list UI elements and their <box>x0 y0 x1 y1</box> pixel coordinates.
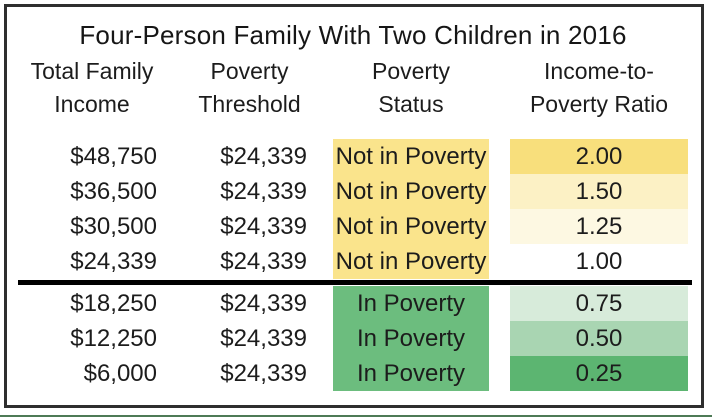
income-cell: $12,250 <box>70 324 157 352</box>
page-title: Four-Person Family With Two Children in … <box>79 20 627 50</box>
threshold-cell: $24,339 <box>220 177 307 205</box>
income-cell: $24,339 <box>70 247 157 275</box>
ratio-cell: 0.75 <box>510 286 688 321</box>
column-gap <box>489 139 510 174</box>
table-row: $18,250 $24,339 In Poverty 0.75 <box>18 286 688 321</box>
threshold-cell: $24,339 <box>220 142 307 170</box>
ratio-cell: 1.00 <box>510 244 688 279</box>
column-gap <box>489 174 510 209</box>
threshold-cell: $24,339 <box>220 324 307 352</box>
table-row: $12,250 $24,339 In Poverty 0.50 <box>18 321 688 356</box>
column-header-threshold: Poverty Threshold <box>198 58 301 117</box>
table-body: $48,750 $24,339 Not in Poverty 2.00 $36,… <box>18 139 692 391</box>
table-row: $6,000 $24,339 In Poverty 0.25 <box>18 356 688 391</box>
poverty-line-divider <box>18 280 692 285</box>
table-row: $24,339 $24,339 Not in Poverty 1.00 <box>18 244 688 279</box>
table-row: $48,750 $24,339 Not in Poverty 2.00 <box>18 139 688 174</box>
column-gap <box>489 244 510 279</box>
column-headers: Total Family Income Poverty Threshold Po… <box>18 55 688 121</box>
column-header-income: Total Family Income <box>30 58 154 117</box>
income-cell: $48,750 <box>70 142 157 170</box>
ratio-cell: 0.50 <box>510 321 688 356</box>
table-row: $36,500 $24,339 Not in Poverty 1.50 <box>18 174 688 209</box>
ratio-cell: 2.00 <box>510 139 688 174</box>
status-cell: Not in Poverty <box>333 139 489 174</box>
ratio-cell: 1.25 <box>510 209 688 244</box>
threshold-cell: $24,339 <box>220 289 307 317</box>
status-cell: Not in Poverty <box>333 244 489 279</box>
column-header-ratio: Income-to- Poverty Ratio <box>529 58 669 117</box>
column-spacer <box>489 55 510 121</box>
income-cell: $18,250 <box>70 289 157 317</box>
income-cell: $6,000 <box>83 359 157 387</box>
ratio-cell: 0.25 <box>510 356 688 391</box>
bottom-accent-line <box>0 414 712 417</box>
table-content: Four-Person Family With Two Children in … <box>7 7 701 391</box>
status-cell: Not in Poverty <box>333 209 489 244</box>
status-cell: In Poverty <box>333 321 489 356</box>
threshold-cell: $24,339 <box>220 247 307 275</box>
poverty-line-divider-wrap <box>18 279 692 286</box>
status-cell: In Poverty <box>333 356 489 391</box>
threshold-cell: $24,339 <box>220 212 307 240</box>
table-row: $30,500 $24,339 Not in Poverty 1.25 <box>18 209 688 244</box>
status-cell: Not in Poverty <box>333 174 489 209</box>
column-gap <box>489 356 510 391</box>
column-gap <box>489 209 510 244</box>
ratio-cell: 1.50 <box>510 174 688 209</box>
income-cell: $30,500 <box>70 212 157 240</box>
outer-frame: Four-Person Family With Two Children in … <box>4 4 704 408</box>
income-cell: $36,500 <box>70 177 157 205</box>
column-gap <box>489 286 510 321</box>
column-gap <box>489 321 510 356</box>
column-header-status: Poverty Status <box>372 58 450 117</box>
threshold-cell: $24,339 <box>220 359 307 387</box>
status-cell: In Poverty <box>333 286 489 321</box>
